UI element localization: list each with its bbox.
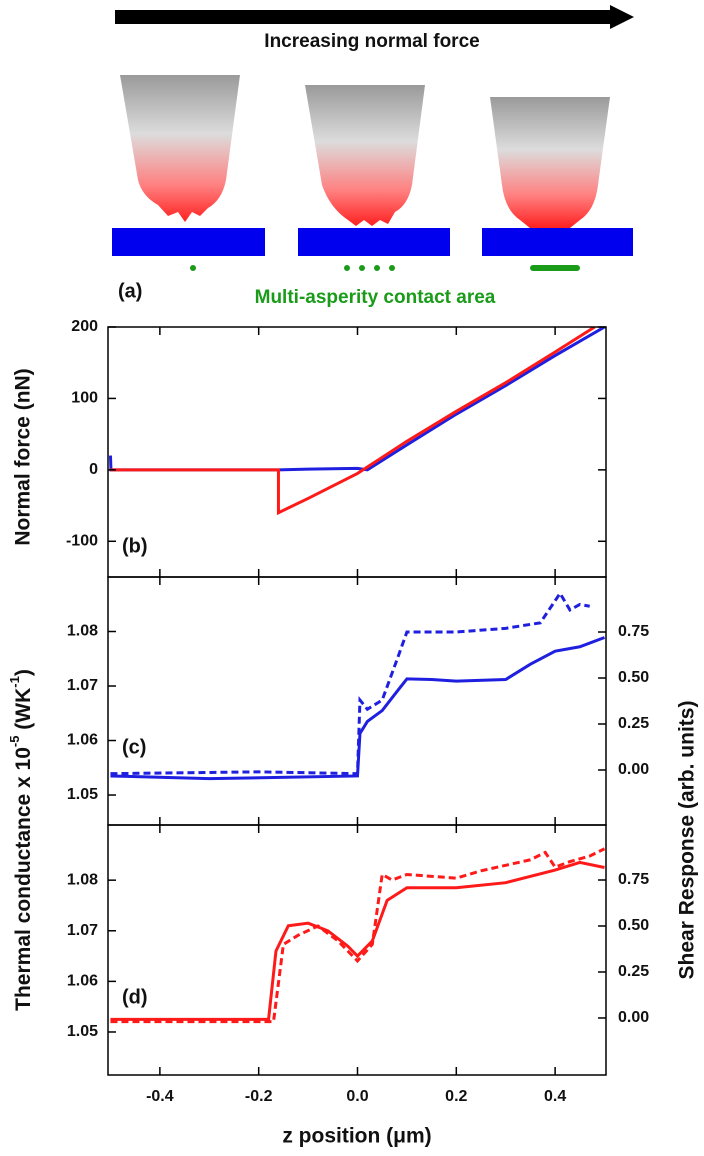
x-tick-label: 0.0 bbox=[346, 1088, 368, 1105]
y-tick-label: 1.08 bbox=[67, 623, 98, 640]
tip bbox=[490, 97, 610, 228]
y-tick-label: -100 bbox=[66, 533, 98, 550]
y-axis-title: Thermal conductance x 10-5 (WK-1) bbox=[7, 669, 34, 1011]
panel-label: (b) bbox=[122, 535, 148, 557]
contact-label: Multi-asperity contact area bbox=[255, 287, 496, 308]
y2-tick-label: 0.00 bbox=[618, 1009, 649, 1026]
contact-dot bbox=[344, 265, 350, 271]
x-tick-label: -0.4 bbox=[146, 1088, 174, 1105]
contact-dot bbox=[190, 265, 196, 271]
arrow-head bbox=[610, 5, 634, 29]
contact-dot bbox=[359, 265, 365, 271]
x-tick-label: 0.4 bbox=[544, 1088, 566, 1105]
tip bbox=[305, 85, 425, 226]
y-tick-label: 200 bbox=[71, 318, 98, 335]
y-tick-label: 1.07 bbox=[67, 677, 98, 694]
y-axis-title-part: -1 bbox=[7, 676, 22, 688]
series-line bbox=[110, 860, 605, 1021]
contact-dot bbox=[374, 265, 380, 271]
y-tick-label: 0 bbox=[89, 461, 98, 478]
arrow-label: Increasing normal force bbox=[264, 31, 479, 52]
y-axis-title: Normal force (nN) bbox=[12, 368, 35, 545]
series-line bbox=[110, 847, 606, 1024]
y2-tick-label: 0.25 bbox=[618, 715, 649, 732]
x-axis-title: z position (μm) bbox=[282, 1125, 431, 1148]
y-tick-label: 100 bbox=[71, 390, 98, 407]
y2-tick-label: 0.75 bbox=[618, 871, 649, 888]
y-axis-title-part: Thermal conductance x 10 bbox=[12, 747, 35, 1011]
y-tick-label: 1.07 bbox=[67, 922, 98, 939]
schematic: Increasing normal force (a) Multi-asperi… bbox=[112, 5, 634, 308]
y2-tick-label: 0.25 bbox=[618, 963, 649, 980]
y-axis-title-part: ) bbox=[12, 669, 35, 676]
substrate bbox=[298, 228, 450, 256]
y2-tick-label: 0.00 bbox=[618, 761, 649, 778]
y-axis-title-part: (WK bbox=[12, 688, 35, 736]
substrate bbox=[112, 228, 265, 256]
y-tick-label: 1.06 bbox=[67, 732, 98, 749]
y-tick-label: 1.06 bbox=[67, 973, 98, 990]
plot-frame bbox=[107, 326, 607, 578]
panel-label: (a) bbox=[118, 280, 142, 302]
y-tick-label: 1.05 bbox=[67, 1023, 98, 1040]
series-line bbox=[110, 590, 590, 776]
y2-tick-label: 0.50 bbox=[618, 669, 649, 686]
contact-bar bbox=[530, 265, 580, 271]
contact-dot bbox=[389, 265, 395, 271]
y2-tick-label: 0.75 bbox=[618, 623, 649, 640]
panel-label: (d) bbox=[122, 986, 148, 1008]
panel-label: (c) bbox=[122, 736, 146, 758]
y2-axis-title: Shear Response (arb. units) bbox=[676, 701, 699, 980]
y-tick-label: 1.08 bbox=[67, 871, 98, 888]
series-line bbox=[108, 327, 606, 472]
plot-frame bbox=[107, 824, 607, 1076]
y2-tick-label: 0.50 bbox=[618, 917, 649, 934]
plot-frame bbox=[107, 576, 607, 826]
series-line bbox=[110, 327, 596, 516]
series-line bbox=[110, 636, 606, 781]
y-tick-label: 1.05 bbox=[67, 786, 98, 803]
y-axis-title-part: -5 bbox=[7, 736, 22, 748]
x-tick-label: -0.2 bbox=[245, 1088, 273, 1105]
tip bbox=[120, 75, 240, 222]
substrate bbox=[482, 228, 633, 256]
x-tick-label: 0.2 bbox=[445, 1088, 467, 1105]
